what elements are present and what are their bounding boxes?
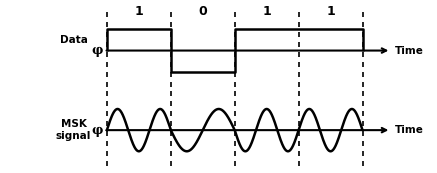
Text: 1: 1: [326, 5, 335, 18]
Text: 0: 0: [198, 5, 207, 18]
Text: 1: 1: [262, 5, 271, 18]
Text: 1: 1: [135, 5, 143, 18]
Text: MSK
signal: MSK signal: [56, 119, 91, 141]
Text: Data: Data: [60, 35, 87, 45]
Text: φ: φ: [91, 44, 102, 57]
Text: Time: Time: [395, 125, 423, 135]
Text: Time: Time: [395, 45, 423, 56]
Text: φ: φ: [91, 124, 102, 137]
